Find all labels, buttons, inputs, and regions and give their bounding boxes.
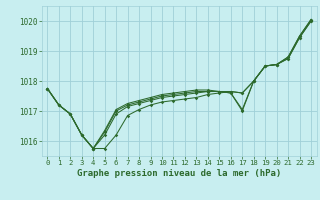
- X-axis label: Graphe pression niveau de la mer (hPa): Graphe pression niveau de la mer (hPa): [77, 169, 281, 178]
